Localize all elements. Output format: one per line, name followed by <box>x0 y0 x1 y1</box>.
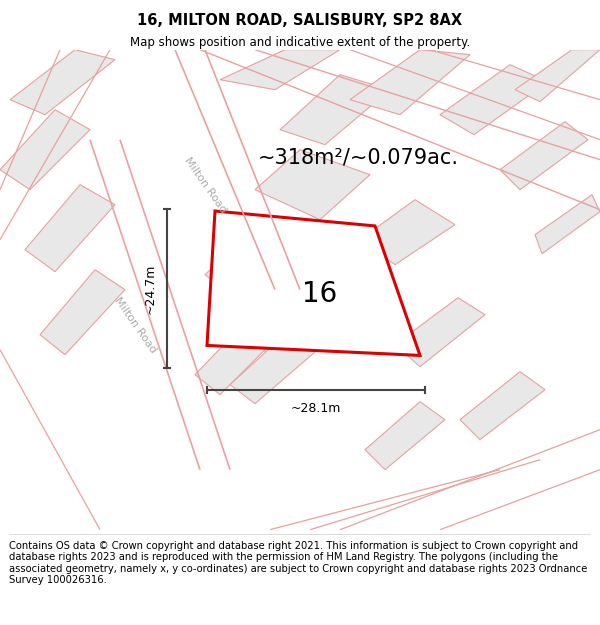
Text: Milton Road: Milton Road <box>182 155 228 214</box>
Polygon shape <box>255 289 345 364</box>
Polygon shape <box>535 194 600 254</box>
Polygon shape <box>40 269 125 355</box>
Text: 16: 16 <box>302 281 337 309</box>
Text: ~28.1m: ~28.1m <box>291 402 341 415</box>
Polygon shape <box>220 49 340 89</box>
Text: Contains OS data © Crown copyright and database right 2021. This information is : Contains OS data © Crown copyright and d… <box>9 541 587 586</box>
Polygon shape <box>440 64 548 134</box>
Polygon shape <box>230 329 320 404</box>
Polygon shape <box>280 74 390 144</box>
Polygon shape <box>10 49 115 114</box>
Polygon shape <box>515 49 600 102</box>
Text: Map shows position and indicative extent of the property.: Map shows position and indicative extent… <box>130 36 470 49</box>
Polygon shape <box>395 298 485 367</box>
Polygon shape <box>360 199 455 264</box>
Polygon shape <box>460 372 545 440</box>
Polygon shape <box>275 262 375 337</box>
Polygon shape <box>0 109 90 189</box>
Polygon shape <box>350 49 470 114</box>
Polygon shape <box>205 224 285 292</box>
Polygon shape <box>207 211 420 356</box>
Polygon shape <box>25 184 115 272</box>
Text: ~318m²/~0.079ac.: ~318m²/~0.079ac. <box>258 148 459 168</box>
Polygon shape <box>195 319 278 395</box>
Polygon shape <box>255 149 370 219</box>
Polygon shape <box>365 402 445 470</box>
Text: Milton Road: Milton Road <box>112 295 158 354</box>
Polygon shape <box>500 122 588 189</box>
Text: 16, MILTON ROAD, SALISBURY, SP2 8AX: 16, MILTON ROAD, SALISBURY, SP2 8AX <box>137 14 463 29</box>
Text: ~24.7m: ~24.7m <box>144 264 157 314</box>
